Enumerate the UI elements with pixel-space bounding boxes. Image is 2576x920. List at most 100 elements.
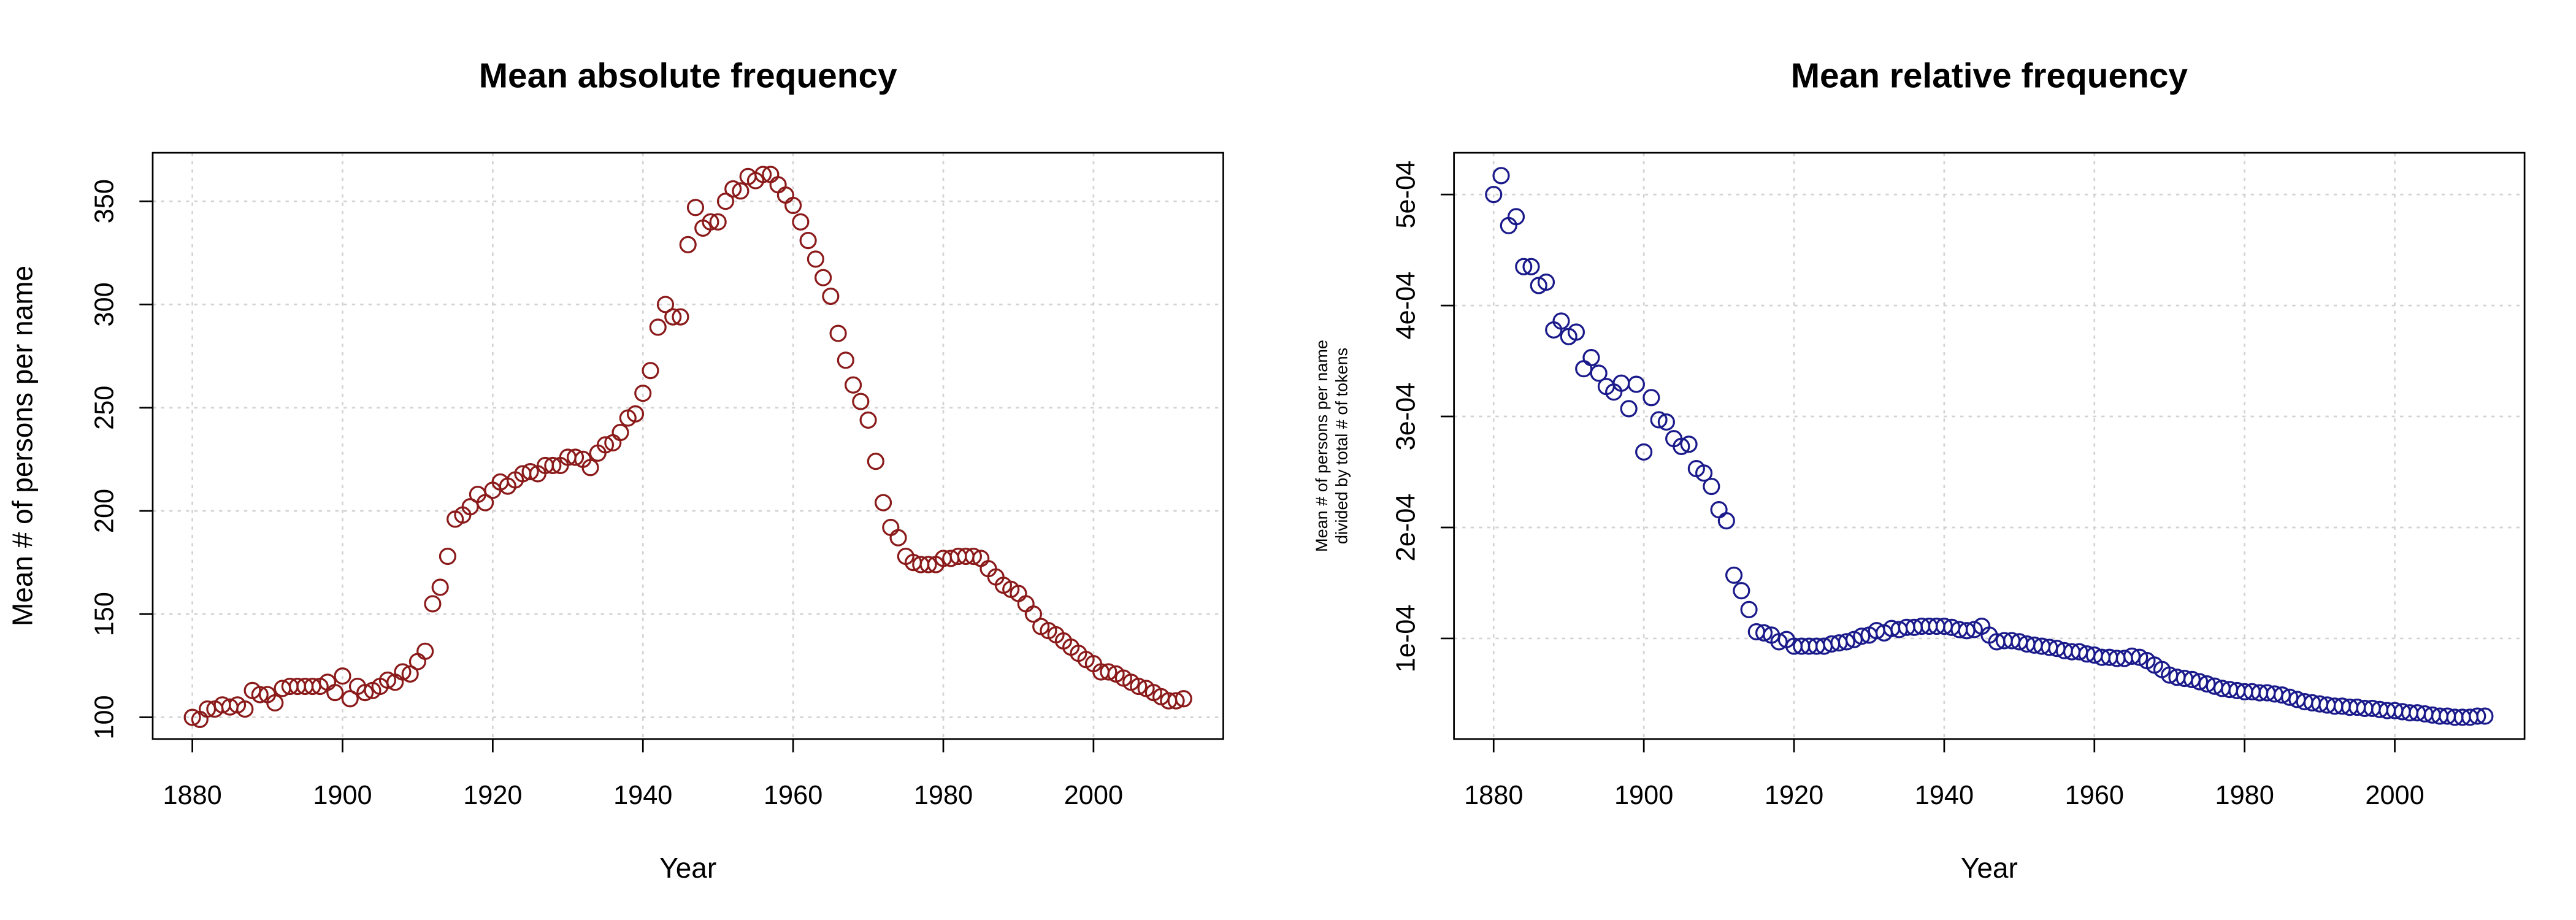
plot-frame [151, 151, 1224, 740]
y-tick-label: 1e-04 [1391, 605, 1420, 673]
data-point [596, 436, 615, 454]
data-point [664, 308, 682, 326]
x-tick-label: 2000 [2365, 781, 2424, 810]
y-tick-label: 250 [90, 386, 120, 430]
data-point [1703, 477, 1720, 496]
data-point [477, 494, 494, 512]
y-tick-label: 100 [90, 695, 120, 739]
data-point [1635, 443, 1653, 461]
data-point [611, 424, 629, 442]
data-point [431, 578, 449, 596]
data-point [1175, 690, 1192, 708]
x-tick-label: 1980 [914, 781, 973, 810]
data-point [822, 287, 840, 305]
data-point [1575, 360, 1593, 378]
data-point [1130, 677, 1148, 696]
data-point [686, 199, 705, 217]
y-tick-label: 150 [90, 592, 120, 636]
data-point [709, 213, 727, 231]
data-point [649, 318, 667, 336]
data-point [1515, 258, 1533, 275]
data-point [672, 308, 689, 326]
x-tick-label: 1920 [463, 781, 522, 810]
data-point [852, 393, 870, 410]
data-point [566, 448, 585, 466]
data-point [754, 166, 772, 183]
data-point [964, 547, 983, 565]
y-tick-label: 3e-04 [1391, 383, 1420, 451]
data-point [1537, 274, 1555, 291]
data-point [251, 686, 269, 703]
x-tick-label: 1880 [163, 781, 221, 810]
data-point [634, 385, 652, 402]
data-point [326, 684, 344, 702]
data-point [656, 296, 675, 313]
data-point [2476, 707, 2494, 725]
data-point [2131, 648, 2149, 666]
data-point [882, 518, 900, 536]
data-point [1024, 605, 1043, 623]
data-point [439, 547, 456, 565]
data-point [792, 213, 810, 231]
data-point [1590, 364, 1608, 382]
data-point [1733, 582, 1750, 600]
data-point [1853, 627, 1871, 645]
data-point [1620, 400, 1638, 418]
data-point [1680, 435, 1698, 453]
data-point [1740, 600, 1758, 618]
x-tick-label: 1880 [1464, 781, 1523, 810]
x-tick-label: 2000 [1064, 781, 1123, 810]
data-point [416, 642, 434, 660]
data-point [784, 196, 802, 214]
data-point [815, 269, 832, 286]
x-tick-label: 1920 [1765, 781, 1823, 810]
x-tick-label: 1900 [313, 781, 372, 810]
data-point [1017, 595, 1035, 613]
y-tick-label: 200 [90, 489, 120, 533]
data-point [889, 529, 907, 546]
data-point [1717, 512, 1735, 530]
data-point [1507, 208, 1525, 226]
data-point [2469, 707, 2486, 725]
data-point [829, 324, 847, 342]
data-point [1695, 464, 1713, 482]
x-tick-label: 1960 [764, 781, 822, 810]
data-point [919, 556, 937, 573]
data-point [1965, 621, 1983, 638]
x-tick-label: 1900 [1614, 781, 1673, 810]
data-point [378, 671, 397, 689]
data-point [1725, 566, 1743, 584]
y-tick-label: 2e-04 [1391, 494, 1420, 562]
data-point [867, 453, 884, 470]
x-tick-label: 1940 [1915, 781, 1974, 810]
x-tick-label: 1940 [613, 781, 672, 810]
y-axis-label: Mean # of persons per name [7, 266, 39, 626]
x-tick-label: 1960 [2065, 781, 2124, 810]
data-point [1673, 437, 1690, 455]
data-point [1582, 349, 1600, 367]
data-point [702, 213, 719, 231]
chart-title: Mean absolute frequency [479, 56, 897, 95]
data-point [807, 250, 824, 268]
data-point [341, 690, 359, 708]
data-point [424, 595, 442, 613]
data-point [1522, 258, 1540, 275]
data-point [799, 232, 817, 250]
data-point [183, 708, 201, 726]
data-point [837, 351, 854, 369]
data-point [716, 193, 735, 210]
data-point [1643, 389, 1660, 407]
data-point [642, 362, 659, 380]
data-point [394, 663, 412, 681]
data-point [1492, 167, 1510, 185]
data-point [679, 236, 697, 253]
data-point [266, 694, 284, 712]
data-point [776, 186, 794, 204]
data-point [1567, 323, 1585, 341]
y-tick-label: 300 [90, 282, 120, 326]
y-tick-label: 4e-04 [1391, 272, 1420, 340]
data-point [626, 405, 645, 423]
data-point [1755, 624, 1773, 642]
data-point [845, 376, 862, 394]
